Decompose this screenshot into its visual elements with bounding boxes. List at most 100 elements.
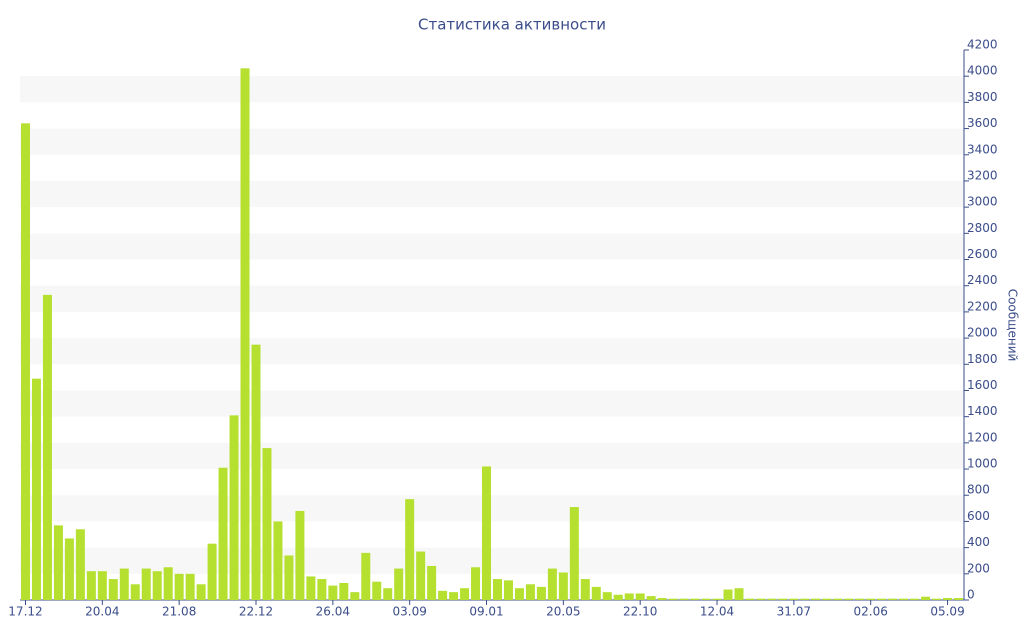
bar [646,596,656,600]
grid-band [20,338,964,365]
x-tick-label: 03.09 [392,605,426,619]
bar [624,593,634,600]
bar [547,568,557,600]
x-tick-label: 22.12 [239,605,273,619]
bar [635,593,645,600]
bar [339,582,349,600]
bar [108,579,118,600]
y-tick-label: 3000 [967,195,998,209]
bar [295,510,305,600]
grid-band [20,76,964,103]
bar [262,448,272,600]
y-tick-label: 200 [967,561,990,575]
bar [613,594,623,600]
bar [251,344,261,600]
x-tick-label: 31.07 [777,605,811,619]
y-tick-label: 4000 [967,64,998,78]
y-tick-label: 2600 [967,247,998,261]
y-tick-label: 2800 [967,221,998,235]
y-tick-label: 2400 [967,273,998,287]
bar [229,415,239,600]
y-tick-label: 1400 [967,404,998,418]
bar [932,598,942,600]
bar [943,598,953,600]
bar [317,579,327,600]
bar [196,584,206,600]
bar [207,543,217,600]
bar [723,589,733,600]
bar [954,598,964,600]
bar [800,598,810,600]
y-tick-label: 3200 [967,168,998,182]
y-tick-label: 1600 [967,378,998,392]
bar [284,555,294,600]
bar [877,598,887,600]
bar [822,598,832,600]
y-tick-label: 4200 [967,38,998,52]
x-tick-label: 12.04 [700,605,734,619]
bar [778,598,788,600]
y-tick-label: 1200 [967,430,998,444]
bar [668,598,678,600]
bar [416,551,426,600]
bar [141,568,151,600]
bar [119,568,129,600]
y-tick-label: 2000 [967,326,998,340]
bar [756,598,766,600]
y-tick-label: 3600 [967,116,998,130]
y-tick-label: 3400 [967,142,998,156]
bar [899,598,909,600]
bar [394,568,404,600]
x-tick-label: 05.09 [930,605,964,619]
grid-band [20,285,964,312]
y-tick-label: 1800 [967,352,998,366]
x-tick-label: 26.04 [316,605,350,619]
y-axis-label: Сообщений [1006,289,1020,362]
bar [31,378,41,600]
bar [580,579,590,600]
bar [679,598,689,600]
bar [701,598,711,600]
bar [372,581,382,600]
bar [745,598,755,600]
bar [86,571,96,600]
bar [328,585,338,600]
x-tick-label: 20.05 [546,605,580,619]
bar [185,573,195,600]
bar [42,294,52,600]
y-tick-label: 600 [967,509,990,523]
x-tick-label: 22.10 [623,605,657,619]
x-tick-label: 17.12 [8,605,42,619]
chart-title: Статистика активности [418,16,606,34]
bar [218,467,228,600]
y-tick-label: 800 [967,483,990,497]
bar [789,598,799,600]
bar [734,588,744,600]
bar [97,571,107,600]
bar [471,567,481,600]
x-tick-label: 09.01 [469,605,503,619]
bar [438,590,448,600]
bar [558,572,568,600]
bar [657,598,667,600]
bar [690,598,700,600]
bar [569,507,579,600]
grid-band [20,128,964,155]
y-tick-label: 2200 [967,299,998,313]
bar [163,567,173,600]
bar [273,521,283,600]
bar [427,565,437,600]
y-tick-label: 0 [967,588,975,602]
bar [460,588,470,600]
bar [64,538,74,600]
bar [53,525,63,600]
bar [350,592,360,600]
bar [525,584,535,600]
bar [361,552,371,600]
bar [536,586,546,600]
grid-band [20,390,964,417]
x-tick-label: 02.06 [854,605,888,619]
y-tick-label: 3800 [967,90,998,104]
x-tick-label: 21.08 [162,605,196,619]
